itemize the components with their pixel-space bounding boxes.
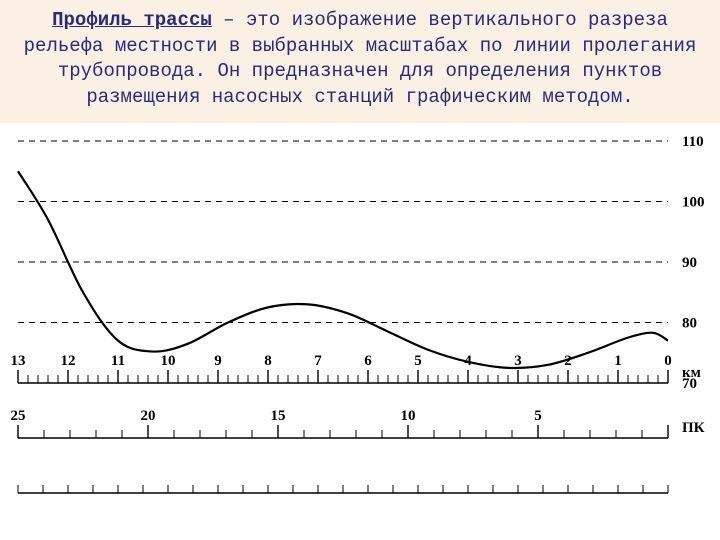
svg-text:80: 80 xyxy=(682,315,697,331)
svg-text:13: 13 xyxy=(11,353,26,369)
svg-text:11: 11 xyxy=(111,353,125,369)
svg-text:5: 5 xyxy=(534,408,542,424)
definition-header: Профиль трассы – это изображение вертика… xyxy=(0,0,720,123)
svg-text:7: 7 xyxy=(314,353,322,369)
svg-text:4: 4 xyxy=(464,353,472,369)
svg-text:2: 2 xyxy=(564,353,572,369)
svg-text:9: 9 xyxy=(214,353,222,369)
profile-chart: 708090100110012345678910111213км51015202… xyxy=(0,123,720,523)
svg-text:110: 110 xyxy=(682,134,704,150)
svg-text:0: 0 xyxy=(664,353,672,369)
svg-text:25: 25 xyxy=(11,408,26,424)
svg-text:км: км xyxy=(682,365,701,381)
svg-text:3: 3 xyxy=(514,353,522,369)
svg-text:ПК: ПК xyxy=(682,420,705,436)
svg-text:1: 1 xyxy=(614,353,622,369)
svg-text:8: 8 xyxy=(264,353,272,369)
definition-dash: – xyxy=(212,9,246,31)
svg-text:5: 5 xyxy=(414,353,422,369)
definition-term: Профиль трассы xyxy=(52,9,212,31)
svg-text:20: 20 xyxy=(141,408,156,424)
svg-text:90: 90 xyxy=(682,255,697,271)
svg-text:100: 100 xyxy=(682,194,705,210)
svg-text:15: 15 xyxy=(271,408,286,424)
svg-text:6: 6 xyxy=(364,353,372,369)
svg-text:10: 10 xyxy=(161,353,176,369)
svg-text:12: 12 xyxy=(61,353,76,369)
svg-text:10: 10 xyxy=(401,408,416,424)
profile-chart-svg: 708090100110012345678910111213км51015202… xyxy=(0,123,720,523)
